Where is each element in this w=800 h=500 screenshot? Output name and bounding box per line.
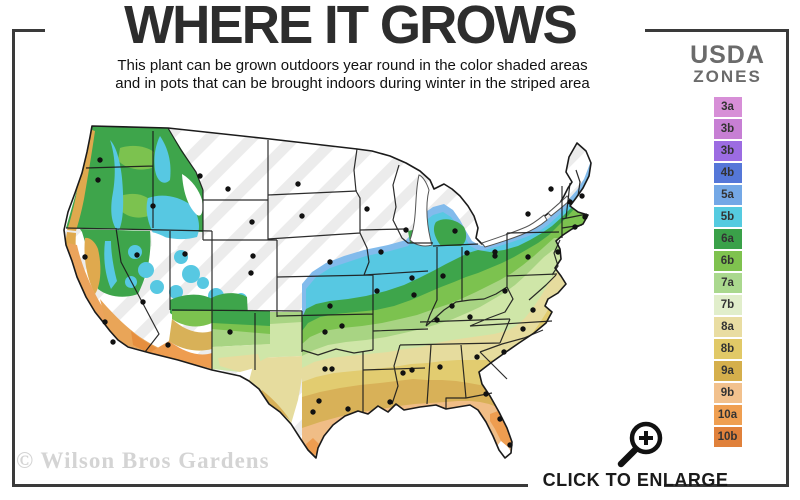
zone-swatch: 4b — [713, 163, 742, 183]
city-dot — [437, 364, 443, 370]
city-dot — [525, 254, 531, 260]
city-dot — [497, 416, 503, 422]
zone-swatch: 8a — [713, 317, 742, 337]
city-dot — [474, 354, 480, 360]
city-dot — [329, 366, 335, 372]
city-dots — [82, 157, 588, 448]
city-dot — [165, 342, 171, 348]
city-dot — [579, 193, 585, 199]
watermark: © Wilson Bros Gardens — [16, 448, 270, 473]
zone-swatch: 10b — [713, 427, 742, 447]
magnifier-plus-icon[interactable] — [610, 418, 668, 476]
city-dot — [82, 254, 88, 260]
city-dot — [134, 252, 140, 258]
zone-swatch: 3b — [713, 141, 742, 161]
frame-left — [12, 29, 15, 487]
city-dot — [250, 253, 256, 259]
city-dot — [520, 326, 526, 332]
zone-swatch: 9b — [713, 383, 742, 403]
city-dot — [378, 249, 384, 255]
legend-heading-usda: USDA — [690, 41, 765, 69]
zone-swatch: 10a — [713, 405, 742, 425]
click-to-enlarge-button[interactable]: CLICK TO ENLARGE — [542, 470, 729, 490]
zone-swatch: 7b — [713, 295, 742, 315]
city-dot — [409, 367, 415, 373]
city-dot — [409, 275, 415, 281]
frame-bottom-right — [664, 484, 789, 487]
city-dot — [502, 288, 508, 294]
subtitle-line2: and in pots that can be brought indoors … — [115, 75, 590, 92]
city-dot — [464, 250, 470, 256]
state-borders — [65, 127, 588, 413]
city-dot — [501, 349, 507, 355]
frame-right — [786, 29, 789, 487]
city-dot — [248, 270, 254, 276]
city-dot — [582, 214, 588, 220]
map-fill-layers — [64, 126, 591, 458]
city-dot — [182, 251, 188, 257]
city-dot — [572, 224, 578, 230]
city-dot — [452, 228, 458, 234]
city-dot — [327, 259, 333, 265]
city-dot — [434, 317, 440, 323]
zone-swatch: 6b — [713, 251, 742, 271]
city-dot — [492, 249, 498, 255]
city-dot — [345, 406, 351, 412]
city-dot — [440, 273, 446, 279]
subtitle-line1: This plant can be grown outdoors year ro… — [117, 57, 588, 74]
city-dot — [140, 299, 146, 305]
zone-swatch: 8b — [713, 339, 742, 359]
city-dot — [310, 409, 316, 415]
city-dot — [227, 329, 233, 335]
frame-top-right — [645, 29, 789, 32]
city-dot — [97, 157, 103, 163]
city-dot — [339, 323, 345, 329]
city-dot — [316, 398, 322, 404]
city-dot — [374, 288, 380, 294]
city-dot — [507, 442, 513, 448]
zone-swatch: 6a — [713, 229, 742, 249]
city-dot — [102, 319, 108, 325]
city-dot — [400, 370, 406, 376]
city-dot — [525, 211, 531, 217]
legend-heading-zones: ZONES — [693, 67, 762, 86]
page-title: WHERE IT GROWS — [124, 0, 578, 55]
city-dot — [411, 292, 417, 298]
zone-swatch: 3a — [713, 97, 742, 117]
city-dot — [299, 213, 305, 219]
usda-zones-legend: USDA ZONES 3a 3b 3b 4b 5a 5b 6a 6b 7a 7b 8a 8b 9a 9b 1… — [665, 42, 790, 449]
zone-swatch: 5b — [713, 207, 742, 227]
zone-swatch: 9a — [713, 361, 742, 381]
city-dot — [483, 391, 489, 397]
city-dot — [530, 307, 536, 313]
frame-top-left — [12, 29, 45, 32]
city-dot — [327, 303, 333, 309]
city-dot — [449, 303, 455, 309]
great-lakes — [409, 174, 571, 248]
city-dot — [150, 203, 156, 209]
zone-swatch: 5a — [713, 185, 742, 205]
city-dot — [467, 314, 473, 320]
city-dot — [387, 399, 393, 405]
city-dot — [403, 227, 409, 233]
city-dot — [95, 177, 101, 183]
zone-swatch: 7a — [713, 273, 742, 293]
city-dot — [364, 206, 370, 212]
city-dot — [567, 199, 573, 205]
city-dot — [110, 339, 116, 345]
city-dot — [555, 249, 561, 255]
city-dot — [249, 219, 255, 225]
zone-swatch-list: 3a 3b 3b 4b 5a 5b 6a 6b 7a 7b 8a 8b 9a 9b 10a 10b — [665, 97, 790, 447]
zone-swatch: 3b — [713, 119, 742, 139]
subtitle: This plant can be grown outdoors year ro… — [30, 57, 675, 93]
city-dot — [197, 173, 203, 179]
city-dot — [295, 181, 301, 187]
city-dot — [322, 366, 328, 372]
city-dot — [225, 186, 231, 192]
city-dot — [548, 186, 554, 192]
city-dot — [322, 329, 328, 335]
frame-bottom-left — [12, 484, 528, 487]
city-dot — [492, 253, 498, 259]
